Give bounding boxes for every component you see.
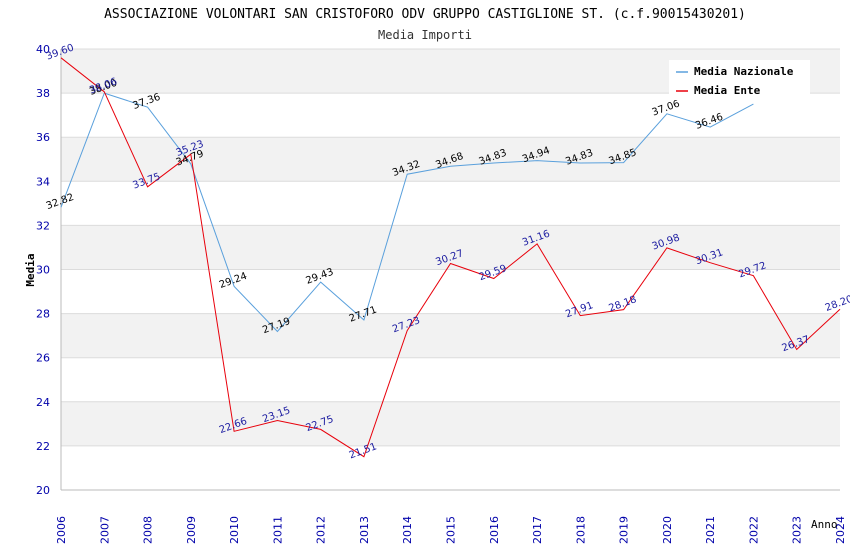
y-tick-label: 32 xyxy=(36,219,50,232)
x-tick-labels: 2006 2007 2008 2009 2010 2011 2012 2013 2014 2015… xyxy=(55,516,847,544)
y-tick-label: 34 xyxy=(36,175,50,188)
y-tick-label: 24 xyxy=(36,396,50,409)
x-tick-label: 2024 xyxy=(834,516,847,544)
x-tick-label: 2016 xyxy=(488,516,501,544)
data-label: 28.18 xyxy=(607,294,638,314)
y-axis-label: Media xyxy=(24,253,37,286)
background-band xyxy=(61,225,840,270)
x-tick-label: 2007 xyxy=(98,516,111,544)
chart-subtitle: Media Importi xyxy=(378,28,472,42)
background-bands xyxy=(61,49,840,446)
x-tick-label: 2022 xyxy=(747,516,760,544)
x-tick-label: 2018 xyxy=(574,516,587,544)
legend: Media Nazionale Media Ente xyxy=(669,60,810,100)
x-tick-label: 2021 xyxy=(704,516,717,544)
x-tick-label: 2012 xyxy=(315,516,328,544)
y-tick-label: 30 xyxy=(36,264,50,277)
background-band xyxy=(61,313,840,358)
data-label: 37.36 xyxy=(131,92,162,112)
y-tick-label: 22 xyxy=(36,440,50,453)
background-band xyxy=(61,137,840,182)
data-label: 36.46 xyxy=(694,112,725,132)
series-line-ente xyxy=(60,57,841,458)
legend-label-nazionale: Media Nazionale xyxy=(694,65,794,78)
y-tick-label: 38 xyxy=(36,87,50,100)
x-tick-label: 2010 xyxy=(228,516,241,544)
x-tick-label: 2015 xyxy=(445,516,458,544)
series-line-nazionale xyxy=(60,92,754,333)
data-label: 28.20 xyxy=(824,294,850,314)
y-tick-label: 36 xyxy=(36,131,50,144)
background-band xyxy=(61,401,840,446)
x-tick-label: 2009 xyxy=(185,516,198,544)
y-tick-label: 40 xyxy=(36,43,50,56)
series-lines xyxy=(60,57,841,458)
y-tick-label: 28 xyxy=(36,308,50,321)
y-tick-labels: 20 22 24 26 28 30 32 34 36 38 40 xyxy=(36,43,50,497)
data-label: 32.82 xyxy=(45,192,76,212)
x-tick-label: 2020 xyxy=(661,516,674,544)
data-label: 29.24 xyxy=(218,271,249,291)
x-tick-label: 2013 xyxy=(358,516,371,544)
legend-label-ente: Media Ente xyxy=(694,84,761,97)
x-tick-label: 2017 xyxy=(531,516,544,544)
x-tick-label: 2006 xyxy=(55,516,68,544)
x-tick-label: 2014 xyxy=(401,516,414,544)
x-tick-label: 2023 xyxy=(791,516,804,544)
x-tick-label: 2008 xyxy=(142,516,155,544)
y-tick-label: 26 xyxy=(36,352,50,365)
chart-title: ASSOCIAZIONE VOLONTARI SAN CRISTOFORO OD… xyxy=(104,7,746,22)
grid-lines xyxy=(61,48,840,491)
x-tick-label: 2011 xyxy=(271,516,284,544)
x-axis-label: Anno xyxy=(811,518,838,531)
y-tick-label: 20 xyxy=(36,484,50,497)
x-tick-label: 2019 xyxy=(618,516,631,544)
legend-box xyxy=(669,60,810,100)
